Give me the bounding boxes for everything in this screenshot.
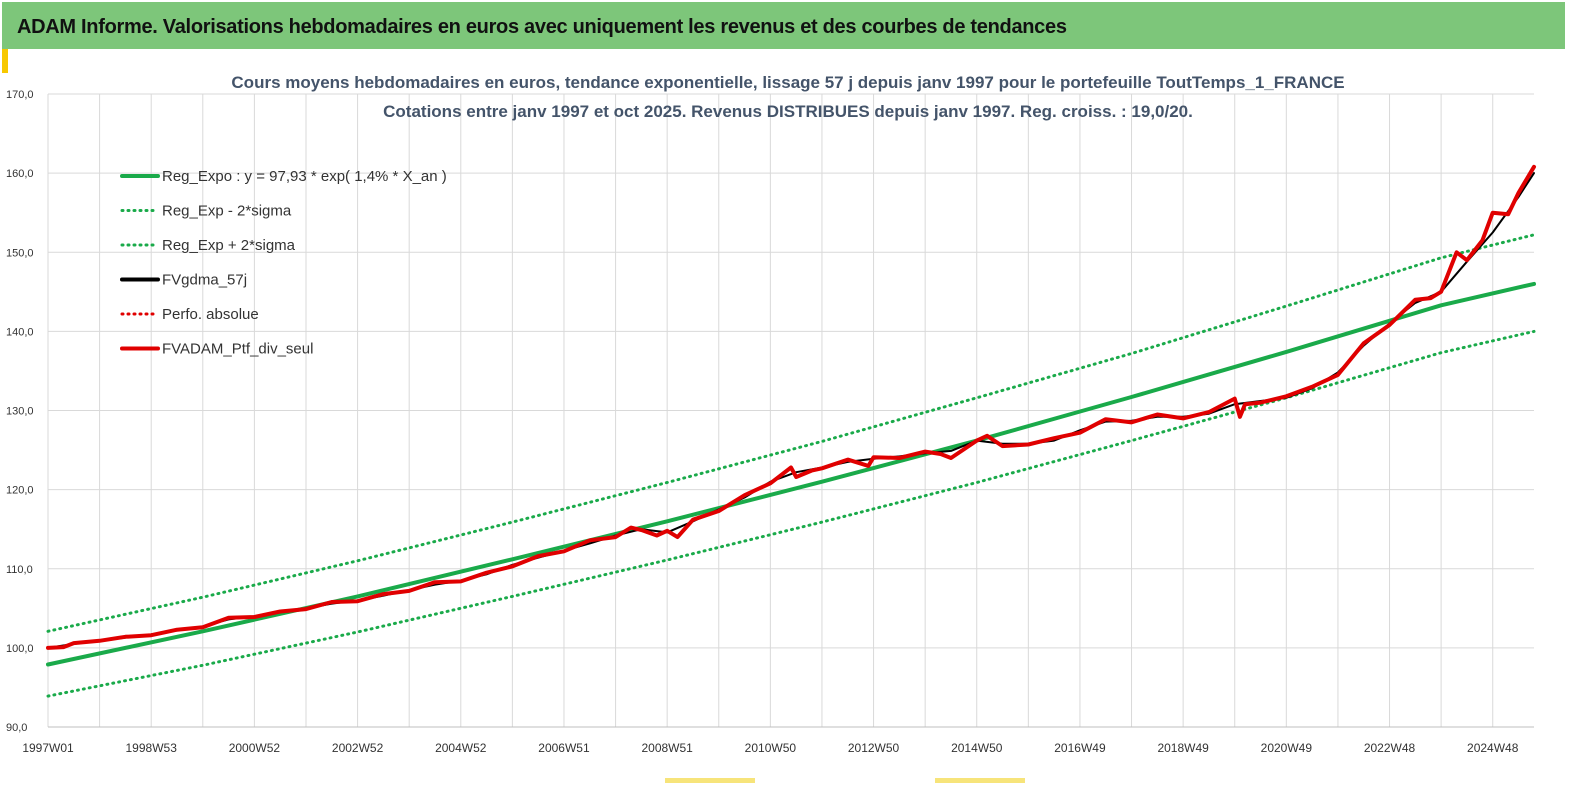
x-tick-label: 2012W50 <box>848 741 900 755</box>
y-tick-label: 100,0 <box>6 643 34 655</box>
y-tick-label: 110,0 <box>6 564 33 576</box>
data-series <box>46 164 1536 698</box>
legend-label: Perfo. absolue <box>162 306 259 323</box>
accent-strip-bottom <box>935 778 1025 783</box>
x-tick-label: 2008W51 <box>641 741 693 755</box>
series-line-5 <box>46 164 1536 650</box>
x-tick-label: 2014W50 <box>951 741 1003 755</box>
x-tick-label: 1998W53 <box>126 741 178 755</box>
y-tick-label: 150,0 <box>6 247 34 259</box>
x-tick-label: 2000W52 <box>229 741 281 755</box>
x-tick-label: 2002W52 <box>332 741 384 755</box>
y-tick-label: 160,0 <box>6 168 34 180</box>
series-line-2 <box>46 233 1536 633</box>
y-tick-label: 120,0 <box>6 485 34 497</box>
chart-title: Cours moyens hebdomadaires en euros, ten… <box>231 73 1344 92</box>
accent-strip-bottom <box>665 778 755 783</box>
legend-label: Reg_Expo : y = 97,93 * exp( 1,4% * X_an … <box>162 168 447 185</box>
header-bar: ADAM Informe. Valorisations hebdomadaire… <box>2 2 1565 49</box>
y-tick-label: 130,0 <box>6 406 34 418</box>
legend-label: FVADAM_Ptf_div_seul <box>162 341 313 358</box>
line-chart: 90,0 100,0 110,0 120,0 130,0 140,0 150,0 160,0 1… <box>6 73 1536 755</box>
chart-subtitle: Cotations entre janv 1997 et oct 2025. R… <box>383 102 1193 121</box>
x-tick-label: 2020W49 <box>1261 741 1313 755</box>
axes: 90,0 100,0 110,0 120,0 130,0 140,0 150,0 160,0 1… <box>6 89 1534 755</box>
accent-strip <box>2 49 8 73</box>
legend: Reg_Expo : y = 97,93 * exp( 1,4% * X_an … <box>120 168 447 358</box>
header-title: ADAM Informe. Valorisations hebdomadaire… <box>17 16 1067 38</box>
x-tick-label: 2010W50 <box>745 741 797 755</box>
x-tick-label: 2018W49 <box>1157 741 1209 755</box>
x-tick-label: 2016W49 <box>1054 741 1106 755</box>
x-tick-label: 2004W52 <box>435 741 487 755</box>
legend-label: Reg_Exp + 2*sigma <box>162 237 296 254</box>
x-tick-label: 2024W48 <box>1467 741 1519 755</box>
x-tick-label: 2022W48 <box>1364 741 1416 755</box>
x-tick-label: 2006W51 <box>538 741 590 755</box>
y-tick-label: 170,0 <box>6 89 34 101</box>
x-tick-label: 1997W01 <box>22 741 74 755</box>
grid-lines <box>47 93 1534 728</box>
series-line-1 <box>46 329 1536 698</box>
legend-label: Reg_Exp - 2*sigma <box>162 203 292 220</box>
legend-label: FVgdma_57j <box>162 272 247 289</box>
y-tick-label: 140,0 <box>6 326 34 338</box>
y-tick-label: 90,0 <box>6 722 27 734</box>
chart-area: 90,0 100,0 110,0 120,0 130,0 140,0 150,0 160,0 1… <box>0 49 1569 783</box>
